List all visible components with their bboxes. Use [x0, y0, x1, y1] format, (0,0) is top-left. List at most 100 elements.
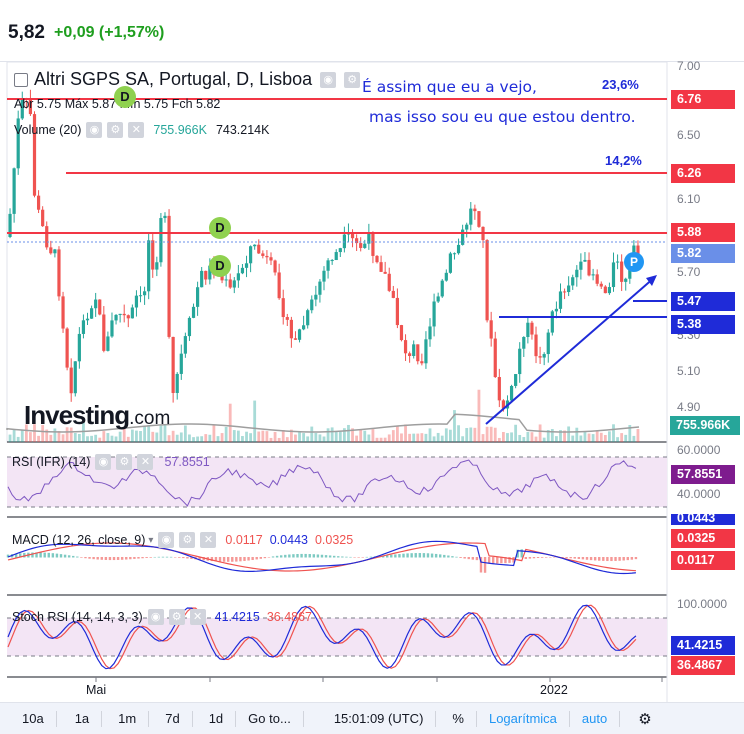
eye-icon[interactable]: ◉: [95, 454, 112, 470]
volume-bar: [179, 432, 183, 442]
macd-hist-bar: [349, 556, 352, 558]
macd-hist-bar: [67, 555, 71, 558]
annotation-line-2[interactable]: mas isso sou eu que estou dentro.: [369, 108, 636, 126]
volume-bar: [98, 437, 102, 442]
volume-bar: [518, 434, 522, 442]
macd-hist-bar: [100, 557, 103, 560]
volume-bar: [379, 437, 383, 442]
candle-body: [98, 299, 102, 315]
gear-icon[interactable]: ⚙: [638, 710, 652, 728]
gear-icon[interactable]: ⚙: [168, 609, 185, 625]
candle-body: [306, 310, 310, 326]
candle-body: [436, 296, 440, 302]
candle-body: [224, 279, 228, 281]
macd-hist-bar: [406, 553, 409, 558]
goto-button[interactable]: Go to...: [248, 711, 291, 726]
volume-bar: [636, 428, 640, 442]
volume-tag: 755.966K: [670, 416, 740, 435]
chart-area[interactable]: Altri SGPS SA, Portugal, D, Lisboa ◉ ⚙ A…: [0, 59, 744, 702]
candle-body: [636, 245, 640, 254]
close-icon[interactable]: ✕: [128, 122, 145, 138]
dividend-badge[interactable]: D: [209, 255, 231, 277]
stoch-legend: Stoch RSI (14, 14, 3, 3) ◉ ⚙ ✕ 41.4215 3…: [12, 609, 312, 625]
candle-body: [615, 261, 620, 263]
candle-body: [273, 260, 277, 273]
macd-hist-bar: [210, 557, 214, 562]
volume-bar: [122, 429, 126, 442]
eye-icon[interactable]: ◉: [158, 532, 175, 548]
range-1m-button[interactable]: 1m: [118, 711, 137, 726]
macd-line: [7, 540, 636, 575]
gear-icon[interactable]: ⚙: [344, 71, 361, 88]
stoch-k-value: 41.4215: [214, 610, 260, 624]
pivot-badge[interactable]: P: [624, 252, 644, 272]
eye-icon[interactable]: ◉: [147, 609, 164, 625]
dividend-badge[interactable]: D: [209, 217, 231, 239]
candle-body: [261, 253, 265, 256]
macd-hist-value: 0.0117: [225, 533, 263, 547]
macd-hist-bar: [51, 553, 55, 558]
investing-logo: Investing.com: [24, 400, 171, 430]
macd-hist-bar: [549, 557, 552, 558]
macd-hist-bar: [516, 549, 519, 558]
range-1y-button[interactable]: 1a: [74, 711, 90, 726]
volume-bar: [114, 436, 118, 442]
eye-icon[interactable]: ◉: [86, 122, 103, 138]
bottom-toolbar: 10a 1a 1m 7d 1d Go to... 15:01:09 (UTC) …: [0, 702, 744, 734]
annotation-line-1[interactable]: É assim que eu a vejo,: [362, 78, 537, 96]
candle-body: [591, 274, 595, 276]
range-10y-button[interactable]: 10a: [22, 711, 44, 726]
macd-hist-bar: [471, 557, 475, 560]
macd-hist-bar: [133, 557, 136, 559]
volume-bar: [559, 430, 562, 442]
candle-body: [375, 255, 379, 263]
volume-bar: [69, 427, 73, 442]
range-7d-button[interactable]: 7d: [165, 711, 180, 726]
candle-body: [624, 278, 628, 282]
trend-arrow-head: [646, 275, 657, 286]
dividend-badge[interactable]: D: [114, 86, 136, 108]
close-icon[interactable]: ✕: [189, 609, 206, 625]
volume-bar: [224, 426, 228, 442]
volume-bar: [612, 424, 615, 442]
gear-icon[interactable]: ⚙: [116, 454, 133, 470]
volume-legend: Volume (20) ◉ ⚙ ✕ 755.966K 743.214K: [14, 122, 269, 138]
volume-bar: [228, 403, 232, 442]
volume-bar: [204, 434, 208, 442]
volume-bar: [236, 430, 240, 442]
candle-body: [28, 99, 33, 115]
eye-icon[interactable]: ◉: [320, 71, 337, 88]
macd-hist-bar: [328, 555, 332, 558]
gear-icon[interactable]: ⚙: [107, 122, 124, 138]
close-icon[interactable]: ✕: [137, 454, 154, 470]
candle-body: [416, 344, 420, 362]
volume-bar: [94, 434, 98, 442]
macd-hist-bar: [84, 557, 87, 559]
volume-bar: [563, 430, 566, 442]
macd-hist-bar: [173, 557, 177, 558]
macd-hist-bar: [178, 557, 181, 558]
candle-body: [265, 255, 269, 258]
candle-body: [200, 270, 204, 288]
percent-scale-button[interactable]: %: [452, 711, 464, 726]
log-scale-button[interactable]: Logarítmica: [488, 711, 557, 726]
macd-hist-bar: [614, 557, 617, 561]
macd-hist-bar: [430, 553, 434, 558]
macd-hist-bar: [532, 557, 536, 559]
volume-bar: [135, 430, 138, 442]
collapse-icon[interactable]: [14, 72, 28, 87]
macd-hist-bar: [271, 556, 275, 558]
close-icon[interactable]: ✕: [200, 532, 217, 548]
macd-hist-bar: [414, 553, 417, 558]
macd-hist-bar: [120, 557, 124, 560]
volume-bar: [375, 437, 379, 442]
candle-body: [383, 271, 387, 274]
volume-bar: [469, 427, 473, 442]
range-1d-button[interactable]: 1d: [208, 711, 224, 726]
candle-body: [399, 325, 404, 341]
volume-bar: [318, 434, 322, 442]
candle-body: [444, 272, 448, 281]
macd-hist-bar: [47, 552, 50, 558]
auto-scale-button[interactable]: auto: [581, 711, 608, 726]
gear-icon[interactable]: ⚙: [179, 532, 196, 548]
